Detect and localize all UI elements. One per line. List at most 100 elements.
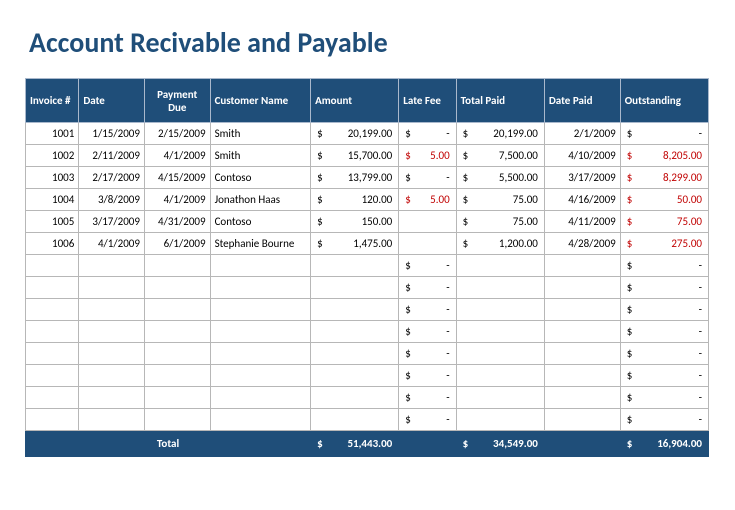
col-header-invoice: Invoice #	[26, 79, 79, 123]
cell-invoice	[26, 321, 79, 343]
cell-date-paid: 2/1/2009	[544, 123, 620, 145]
cell-customer: Contoso	[210, 167, 311, 189]
cell-outstanding: $-	[620, 387, 708, 409]
col-header-late-fee: Late Fee	[399, 79, 456, 123]
cell-date: 3/8/2009	[79, 189, 145, 211]
cell-outstanding: $-	[620, 123, 708, 145]
table-body: 10011/15/20092/15/2009Smith$20,199.00$-$…	[26, 123, 709, 431]
cell-date: 4/1/2009	[79, 233, 145, 255]
cell-invoice	[26, 387, 79, 409]
cell-date-paid	[544, 409, 620, 431]
table-footer: Total $51,443.00 $34,549.00 $16,904.00	[26, 431, 709, 457]
cell-total-paid: $5,500.00	[456, 167, 544, 189]
cell-late-fee: $-	[399, 277, 456, 299]
cell-customer	[210, 255, 311, 277]
cell-payment-due: 2/15/2009	[144, 123, 210, 145]
cell-late-fee: $-	[399, 255, 456, 277]
cell-late-fee: $-	[399, 387, 456, 409]
cell-outstanding: $-	[620, 409, 708, 431]
cell-customer	[210, 321, 311, 343]
cell-invoice	[26, 343, 79, 365]
table-row: $-$-	[26, 277, 709, 299]
cell-total-paid	[456, 409, 544, 431]
table-row: 10011/15/20092/15/2009Smith$20,199.00$-$…	[26, 123, 709, 145]
cell-customer	[210, 277, 311, 299]
cell-date	[79, 299, 145, 321]
table-row: 10064/1/20096/1/2009Stephanie Bourne$1,4…	[26, 233, 709, 255]
total-date-paid	[544, 431, 620, 457]
total-amount: $51,443.00	[311, 431, 399, 457]
cell-customer: Smith	[210, 145, 311, 167]
cell-payment-due	[144, 299, 210, 321]
cell-amount	[311, 343, 399, 365]
cell-amount: $20,199.00	[311, 123, 399, 145]
cell-customer	[210, 299, 311, 321]
cell-total-paid	[456, 343, 544, 365]
cell-late-fee	[399, 233, 456, 255]
table-row: $-$-	[26, 321, 709, 343]
cell-date-paid	[544, 255, 620, 277]
table-row: 10053/17/20094/31/2009Contoso$150.00$75.…	[26, 211, 709, 233]
cell-invoice: 1001	[26, 123, 79, 145]
cell-amount: $120.00	[311, 189, 399, 211]
cell-date-paid	[544, 387, 620, 409]
total-late-fee	[399, 431, 456, 457]
cell-customer: Jonathon Haas	[210, 189, 311, 211]
table-row: $-$-	[26, 299, 709, 321]
cell-amount: $13,799.00	[311, 167, 399, 189]
cell-amount	[311, 299, 399, 321]
cell-customer: Stephanie Bourne	[210, 233, 311, 255]
cell-late-fee: $-	[399, 343, 456, 365]
cell-total-paid: $75.00	[456, 189, 544, 211]
table-row: 10032/17/20094/15/2009Contoso$13,799.00$…	[26, 167, 709, 189]
cell-amount	[311, 321, 399, 343]
cell-total-paid	[456, 387, 544, 409]
col-header-payment-due: Payment Due	[144, 79, 210, 123]
cell-date-paid	[544, 321, 620, 343]
cell-date: 3/17/2009	[79, 211, 145, 233]
cell-payment-due: 4/31/2009	[144, 211, 210, 233]
col-header-date-paid: Date Paid	[544, 79, 620, 123]
table-row: $-$-	[26, 365, 709, 387]
cell-payment-due	[144, 277, 210, 299]
cell-total-paid	[456, 321, 544, 343]
cell-date-paid: 3/17/2009	[544, 167, 620, 189]
cell-date	[79, 343, 145, 365]
cell-outstanding: $-	[620, 299, 708, 321]
col-header-date: Date	[79, 79, 145, 123]
cell-date: 2/17/2009	[79, 167, 145, 189]
col-header-total-paid: Total Paid	[456, 79, 544, 123]
col-header-outstanding: Outstanding	[620, 79, 708, 123]
cell-payment-due	[144, 343, 210, 365]
cell-payment-due	[144, 365, 210, 387]
cell-outstanding: $8,299.00	[620, 167, 708, 189]
cell-late-fee: $5.00	[399, 189, 456, 211]
cell-date-paid	[544, 277, 620, 299]
cell-invoice: 1005	[26, 211, 79, 233]
cell-outstanding: $8,205.00	[620, 145, 708, 167]
cell-invoice: 1002	[26, 145, 79, 167]
cell-payment-due: 6/1/2009	[144, 233, 210, 255]
col-header-customer: Customer Name	[210, 79, 311, 123]
cell-late-fee	[399, 211, 456, 233]
cell-outstanding: $-	[620, 343, 708, 365]
table-header: Invoice # Date Payment Due Customer Name…	[26, 79, 709, 123]
cell-invoice: 1006	[26, 233, 79, 255]
cell-amount	[311, 409, 399, 431]
cell-outstanding: $-	[620, 255, 708, 277]
cell-date-paid	[544, 299, 620, 321]
ar-ap-table: Invoice # Date Payment Due Customer Name…	[25, 78, 709, 457]
cell-outstanding: $50.00	[620, 189, 708, 211]
cell-invoice: 1004	[26, 189, 79, 211]
cell-total-paid: $20,199.00	[456, 123, 544, 145]
cell-date: 2/11/2009	[79, 145, 145, 167]
cell-payment-due	[144, 387, 210, 409]
cell-outstanding: $75.00	[620, 211, 708, 233]
cell-total-paid	[456, 255, 544, 277]
cell-date	[79, 321, 145, 343]
cell-customer: Contoso	[210, 211, 311, 233]
page-title: Account Recivable and Payable	[29, 25, 710, 60]
cell-outstanding: $275.00	[620, 233, 708, 255]
cell-customer	[210, 409, 311, 431]
cell-date-paid: 4/16/2009	[544, 189, 620, 211]
